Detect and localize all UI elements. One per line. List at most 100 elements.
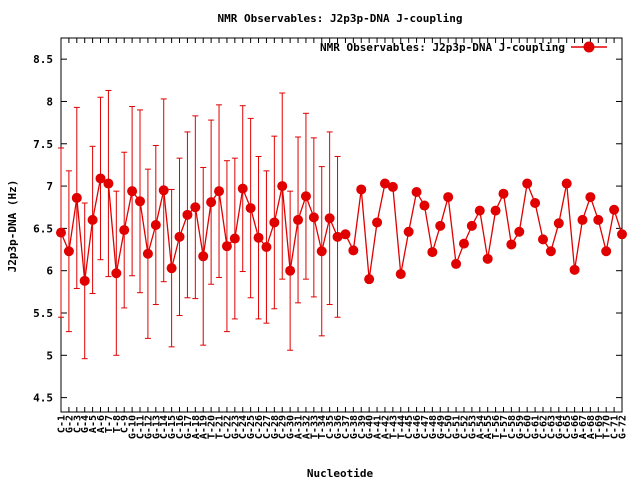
- data-point: [229, 233, 240, 244]
- data-point: [530, 198, 541, 208]
- y-tick-label: 5.5: [33, 307, 53, 320]
- x-tick-label: G-23: [230, 415, 241, 439]
- x-tick-label: A-5: [88, 415, 99, 433]
- data-point: [348, 245, 359, 256]
- x-tick-label: A-32: [301, 415, 312, 439]
- y-tick-label: 7: [46, 180, 53, 193]
- data-point: [135, 196, 146, 207]
- x-tick-label: G-40: [365, 415, 376, 439]
- data-point: [419, 200, 430, 211]
- data-point: [466, 220, 477, 231]
- y-tick-label: 7.5: [33, 138, 53, 151]
- data-point: [71, 192, 82, 203]
- data-point: [514, 226, 525, 237]
- legend: NMR Observables: J2p3p-DNA J-coupling: [320, 41, 607, 54]
- y-axis: 4.5 5 5.5 6 6.5 7 7.5 8 8.5: [33, 53, 622, 405]
- x-tick-label: C-9: [120, 415, 131, 433]
- data-point: [482, 253, 493, 264]
- y-axis-label: J2p3p-DNA (Hz): [6, 180, 19, 273]
- x-tick-label: G-61: [531, 415, 542, 439]
- data-point: [498, 188, 509, 199]
- data-point: [182, 209, 193, 220]
- data-point: [506, 239, 517, 250]
- data-point: [285, 265, 296, 276]
- x-tick-label: A-42: [380, 415, 391, 439]
- data-point: [593, 214, 604, 225]
- x-tick-label: G-25: [246, 415, 257, 439]
- x-tick-label: C-65: [562, 415, 573, 439]
- data-point: [324, 213, 335, 224]
- data-point: [561, 178, 572, 189]
- data-point: [150, 220, 161, 230]
- x-tick-label: C-62: [538, 415, 549, 439]
- data-point: [411, 187, 422, 197]
- legend-label: NMR Observables: J2p3p-DNA J-coupling: [320, 41, 565, 54]
- y-tick-label: 6.5: [33, 222, 53, 235]
- data-point: [577, 214, 588, 225]
- data-point: [277, 181, 288, 192]
- x-tick-label: T-57: [499, 415, 510, 439]
- data-point: [545, 246, 556, 257]
- data-point: [356, 184, 367, 195]
- data-point: [308, 212, 319, 223]
- data-point: [158, 185, 169, 196]
- x-tick-label: G-28: [270, 415, 281, 439]
- data-point: [221, 241, 232, 252]
- data-point: [340, 229, 351, 240]
- data-point: [316, 246, 327, 257]
- data-point: [293, 214, 304, 225]
- x-tick-label: G-53: [467, 415, 478, 439]
- x-tick-label: T-56: [491, 415, 502, 439]
- data-point: [261, 242, 272, 252]
- data-point: [253, 232, 264, 243]
- data-point: [56, 227, 66, 238]
- data-point: [443, 192, 454, 203]
- x-tick-label: G-12: [143, 415, 154, 439]
- data-point: [206, 197, 217, 208]
- y-tick-label: 8.5: [33, 53, 53, 66]
- data-point: [372, 217, 383, 228]
- x-tick-label: C-1: [57, 415, 68, 433]
- x-tick-label: T-20: [207, 415, 218, 439]
- x-tick-label: C-52: [459, 415, 470, 439]
- x-tick-label: A-19: [199, 415, 210, 439]
- data-point: [617, 229, 627, 240]
- x-tick-label: C-11: [136, 415, 147, 439]
- x-tick-label: G-49: [436, 415, 447, 439]
- data-point: [245, 203, 256, 214]
- data-point: [190, 202, 201, 213]
- x-tick-label: G-13: [151, 415, 162, 439]
- x-tick-label: G-38: [349, 415, 360, 439]
- data-point: [458, 238, 469, 249]
- data-point: [585, 192, 596, 203]
- x-tick-label: G-51: [452, 415, 463, 439]
- x-tick-label: T-70: [602, 415, 613, 439]
- x-tick-label: T-34: [317, 415, 328, 439]
- data-point: [609, 204, 620, 215]
- x-tick-label: G-72: [618, 415, 629, 439]
- data-point: [79, 275, 90, 286]
- x-tick-label: C-47: [420, 415, 431, 439]
- x-tick-label: A-41: [373, 415, 384, 439]
- data-point: [435, 220, 446, 231]
- x-tick-label: C-26: [254, 415, 265, 439]
- x-tick-label: G-64: [554, 415, 565, 439]
- data-point: [395, 269, 406, 280]
- data-point: [474, 205, 485, 216]
- data-point: [553, 218, 564, 229]
- data-point: [522, 178, 533, 189]
- data-point: [387, 181, 398, 192]
- x-axis-label: Nucleotide: [307, 467, 374, 480]
- x-tick-label: G-15: [167, 415, 178, 439]
- data-point: [332, 231, 343, 242]
- x-tick-label: A-31: [294, 415, 305, 439]
- series-line: [60, 177, 339, 281]
- x-tick-label: C-29: [278, 415, 289, 439]
- y-tick-label: 8: [46, 95, 53, 108]
- data-point: [87, 214, 98, 225]
- data-point: [601, 246, 612, 257]
- x-tick-label: C-37: [341, 415, 352, 439]
- data-point: [537, 234, 548, 245]
- x-tick-label: C-14: [159, 415, 170, 439]
